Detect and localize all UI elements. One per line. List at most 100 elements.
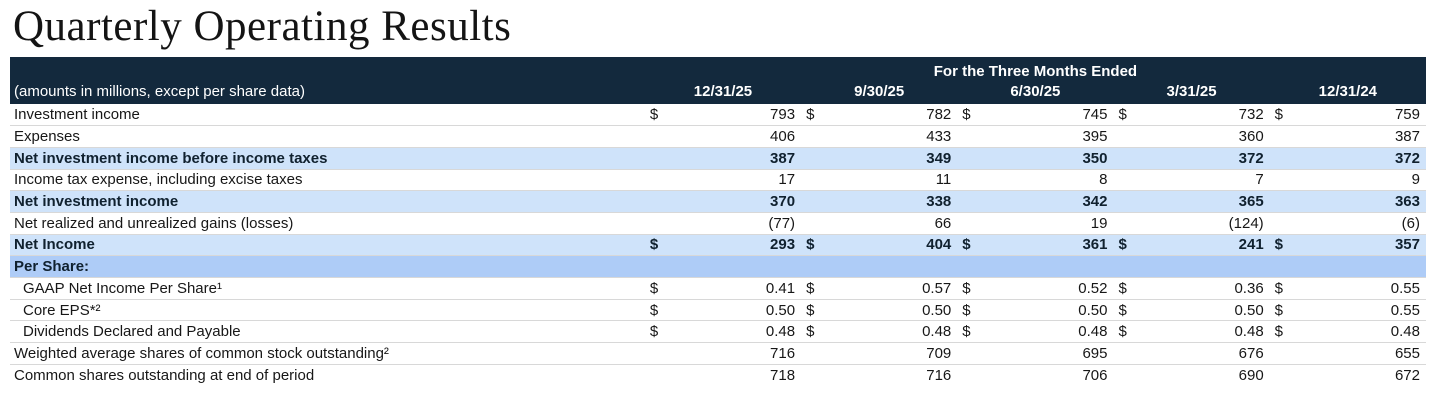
cell-value: 782: [827, 104, 958, 127]
currency-symbol-cell: [644, 169, 671, 192]
currency-symbol-cell: $: [1269, 234, 1296, 257]
cell-value: 695: [983, 342, 1114, 365]
cell-value: 0.48: [827, 320, 958, 344]
currency-symbol-cell: [957, 169, 984, 192]
cell-value: 655: [1295, 342, 1426, 365]
currency-symbol-cell: [1113, 255, 1140, 278]
cell-value: 716: [926, 366, 952, 384]
cell-value: 0.41: [670, 277, 802, 300]
currency-symbol-cell: $: [801, 299, 828, 322]
currency-symbol-cell: [1113, 125, 1140, 148]
currency-symbol-cell: [957, 342, 984, 365]
table-row: Net Income $293 $404 $361 $241 $357: [10, 234, 1426, 257]
currency-symbol-cell: $: [644, 234, 671, 257]
cell-value: [983, 255, 1114, 278]
cell-value: 0.48: [670, 320, 802, 344]
currency-symbol-cell: $: [957, 234, 984, 257]
cell-value: 745: [983, 104, 1114, 127]
cell-value: 17: [670, 169, 802, 192]
header-spacer: [10, 57, 645, 81]
currency-symbol-cell: [801, 342, 828, 365]
table-row: Expenses 406 433 395 360 387: [10, 125, 1426, 148]
cell-value: 9: [1295, 169, 1426, 192]
header-span-row: For the Three Months Ended: [10, 57, 1426, 81]
table-body: Investment income $793 $782 $745 $732 $759 Exp…: [10, 104, 1426, 386]
currency-symbol-cell: [957, 255, 984, 278]
currency-symbol-cell: [644, 190, 671, 213]
currency-symbol-cell: [1113, 342, 1140, 365]
currency-symbol-cell: [1269, 342, 1296, 365]
cell-value: 0.52: [983, 277, 1114, 300]
cell-value: 0.50: [670, 299, 802, 322]
cell-value: (124): [1139, 212, 1270, 235]
cell-value: (6): [1295, 212, 1426, 235]
currency-symbol-cell: [1269, 190, 1296, 213]
cell-value: 8: [983, 169, 1114, 192]
row-label: Net realized and unrealized gains (losse…: [10, 212, 645, 235]
currency-symbol-cell: [801, 212, 828, 235]
currency-symbol-cell: [801, 125, 828, 148]
currency-symbol-cell: [1269, 255, 1296, 278]
cell-value: 0.48: [1295, 320, 1426, 344]
cell-value: 293: [670, 234, 802, 257]
cell-value: 357: [1295, 234, 1426, 257]
currency-symbol-cell: $: [957, 104, 984, 127]
cell-value: 406: [670, 125, 802, 148]
row-label: Core EPS*²: [10, 299, 645, 322]
currency-symbol-cell: [801, 255, 828, 278]
table-row: Dividends Declared and Payable $0.48 $0.48…: [10, 320, 1426, 344]
currency-symbol-cell: [957, 212, 984, 235]
currency-symbol-cell: [1269, 147, 1296, 170]
cell-value: [670, 255, 802, 278]
cell-value: 372: [1295, 147, 1426, 170]
cell-value: 0.48: [983, 320, 1114, 344]
currency-symbol-cell: $: [1269, 104, 1296, 127]
currency-symbol-cell: [1113, 169, 1140, 192]
row-label: Expenses: [10, 125, 645, 148]
cell-value: 0.50: [1139, 299, 1270, 322]
currency-symbol-cell: $: [1113, 299, 1140, 322]
cell-value: 0.57: [827, 277, 958, 300]
cell-value: 0.50: [983, 299, 1114, 322]
cell-value: 349: [827, 147, 958, 170]
column-header-2: 6/30/25: [957, 81, 1114, 104]
amounts-note: (amounts in millions, except per share d…: [10, 81, 645, 104]
table-row: Per Share:: [10, 255, 1426, 278]
currency-symbol-cell: $: [644, 320, 671, 344]
column-header-1: 9/30/25: [801, 81, 958, 104]
currency-symbol-cell: $: [801, 277, 828, 300]
currency-symbol-cell: $: [644, 277, 671, 300]
page-title: Quarterly Operating Results: [13, 3, 512, 50]
cell-value: 759: [1295, 104, 1426, 127]
table-row: Investment income $793 $782 $745 $732 $759: [10, 104, 1426, 127]
row-label: Net investment income before income taxe…: [10, 147, 645, 170]
currency-symbol-cell: [957, 125, 984, 148]
row-label: Net Income: [10, 234, 645, 257]
column-header-3: 3/31/25: [1113, 81, 1270, 104]
table-row: Weighted average shares of common stock …: [10, 342, 1426, 365]
currency-symbol-cell: $: [1113, 104, 1140, 127]
table-header: For the Three Months Ended (amounts in m…: [10, 57, 1426, 104]
cell-value: 709: [827, 342, 958, 365]
currency-symbol-cell: [957, 147, 984, 170]
currency-symbol-cell: [644, 125, 671, 148]
cell-value: 0.55: [1295, 277, 1426, 300]
table-row: Net investment income 370 338 342 365 363: [10, 190, 1426, 213]
currency-symbol-cell: [644, 255, 671, 278]
cell-value: 342: [983, 190, 1114, 213]
currency-symbol-cell: $: [1113, 320, 1140, 344]
currency-symbol-cell: $: [644, 299, 671, 322]
currency-symbol-cell: $: [1269, 277, 1296, 300]
cell-value: 706: [1082, 366, 1108, 384]
currency-symbol-cell: [801, 147, 828, 170]
currency-symbol-cell: $: [957, 277, 984, 300]
row-label: Income tax expense, including excise tax…: [10, 169, 645, 192]
cell-value: [1295, 255, 1426, 278]
cell-value: 241: [1139, 234, 1270, 257]
cell-value: 360: [1139, 125, 1270, 148]
table-row: Common shares outstanding at end of peri…: [10, 364, 1426, 386]
currency-symbol-cell: $: [1269, 320, 1296, 344]
quarterly-results-table: For the Three Months Ended (amounts in m…: [10, 57, 1426, 386]
cell-value: 19: [983, 212, 1114, 235]
